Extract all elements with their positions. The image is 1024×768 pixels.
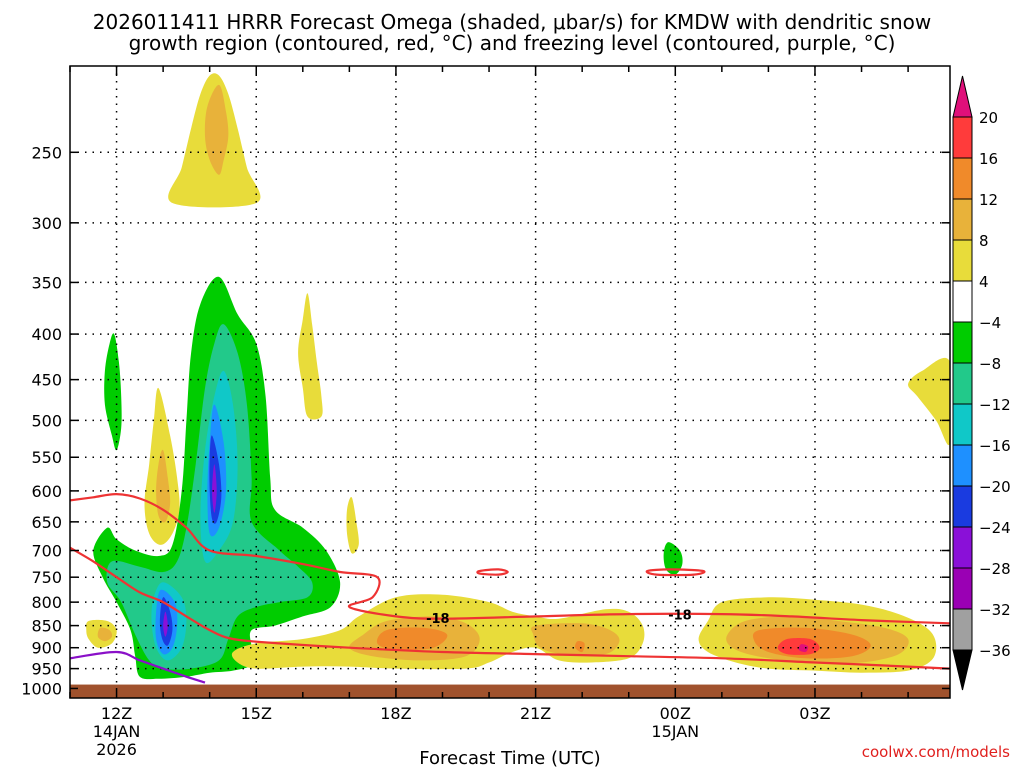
colorbar-swatch (952, 157, 973, 200)
omega-region (204, 84, 229, 175)
x-tick-label: 00Z (660, 704, 691, 723)
chart-title: 2026011411 HRRR Forecast Omega (shaded, … (93, 10, 931, 55)
colorbar-swatch (952, 403, 973, 446)
colorbar-swatch (952, 444, 973, 487)
x-tick-label: 15JAN (651, 722, 699, 741)
omega-region (531, 623, 620, 656)
y-tick-label: 600 (31, 482, 62, 501)
colorbar-label: −28 (979, 560, 1011, 578)
y-tick-label: 450 (31, 371, 62, 390)
colorbar-swatch (952, 526, 973, 569)
plot-frame (69, 65, 951, 699)
colorbar-swatch (952, 485, 973, 528)
colorbar-swatch (952, 239, 973, 282)
colorbar-swatch (952, 362, 973, 405)
colorbar-bottom-arrow (952, 649, 973, 691)
colorbar-label: −32 (979, 601, 1011, 619)
omega-shading (86, 73, 950, 680)
x-tick-label: 2026 (96, 740, 137, 759)
y-tick-label: 900 (31, 639, 62, 658)
colorbar-label: −16 (979, 437, 1011, 455)
x-axis-label: Forecast Time (UTC) (419, 748, 600, 768)
colorbar-label: −12 (979, 396, 1011, 414)
x-tick-label: 14JAN (93, 722, 141, 741)
colorbar-label: 16 (979, 150, 998, 168)
dgz-contour (70, 492, 950, 625)
y-tick-label: 850 (31, 617, 62, 636)
colorbar-label: −4 (979, 314, 1001, 332)
freezing-level-line (70, 650, 206, 684)
freezing-level-contour (70, 650, 206, 684)
omega-region (156, 449, 171, 523)
colorbar-label: 4 (979, 273, 989, 291)
x-tick-label: 18Z (380, 704, 411, 723)
omega-region (376, 627, 448, 651)
colorbar-swatch (952, 321, 973, 364)
y-tick-label: 700 (31, 542, 62, 561)
y-tick-label: 650 (31, 513, 62, 532)
x-tick-label: 12Z (101, 704, 132, 723)
contour-label: -18 (426, 612, 450, 627)
dgz-contour (645, 568, 706, 577)
x-tick-label: 21Z (520, 704, 551, 723)
omega-region (346, 496, 359, 554)
omega-region (163, 611, 168, 637)
ground-surface (70, 684, 950, 698)
dgz-contour (70, 546, 950, 670)
colorbar-top-arrow (952, 75, 973, 118)
title-line: growth region (contoured, red, °C) and f… (129, 31, 896, 55)
y-tick-label: 300 (31, 214, 62, 233)
y-tick-label: 350 (31, 273, 62, 292)
y-tick-label: 500 (31, 411, 62, 430)
omega-region (97, 627, 113, 642)
colorbar-label: 8 (979, 232, 989, 250)
y-tick-label: 750 (31, 568, 62, 587)
y-axis: 250 300 350 400 450 500 550 600 650 700 750 800 850 9… (21, 143, 950, 698)
y-tick-label: 250 (31, 143, 62, 162)
y-tick-label: 950 (31, 660, 62, 679)
colorbar: 20 16 12 8 4 −4 −8 −12 −16 −20 −24 −28 −32 −36 (952, 75, 1011, 691)
y-tick-label: 800 (31, 593, 62, 612)
colorbar-label: −20 (979, 478, 1011, 496)
y-tick-label: 1000 (21, 679, 62, 698)
contour-label: -18 (668, 609, 692, 624)
y-tick-label: 550 (31, 448, 62, 467)
x-tick-label: 03Z (799, 704, 830, 723)
colorbar-label: −24 (979, 519, 1011, 537)
colorbar-swatch (952, 116, 973, 159)
colorbar-label: −8 (979, 355, 1001, 373)
colorbar-swatch (952, 198, 973, 241)
omega-region (798, 644, 809, 653)
omega-region (298, 293, 323, 420)
colorbar-swatch (952, 567, 973, 610)
colorbar-label: −36 (979, 642, 1011, 660)
colorbar-label: 20 (979, 109, 998, 127)
x-tick-label: 15Z (241, 704, 272, 723)
credit-text[interactable]: coolwx.com/models (862, 743, 1010, 761)
title-line: 2026011411 HRRR Forecast Omega (shaded, … (93, 10, 931, 34)
omega-region (212, 464, 217, 513)
y-tick-label: 400 (31, 325, 62, 344)
colorbar-swatch (952, 280, 973, 323)
omega-region (777, 637, 820, 655)
dgz-contour (476, 568, 509, 576)
colorbar-swatch (952, 608, 973, 651)
colorbar-label: 12 (979, 191, 998, 209)
dendritic-growth-contours: -18 -18 (70, 492, 950, 670)
grid-lines (70, 66, 950, 698)
omega-region (574, 640, 585, 653)
